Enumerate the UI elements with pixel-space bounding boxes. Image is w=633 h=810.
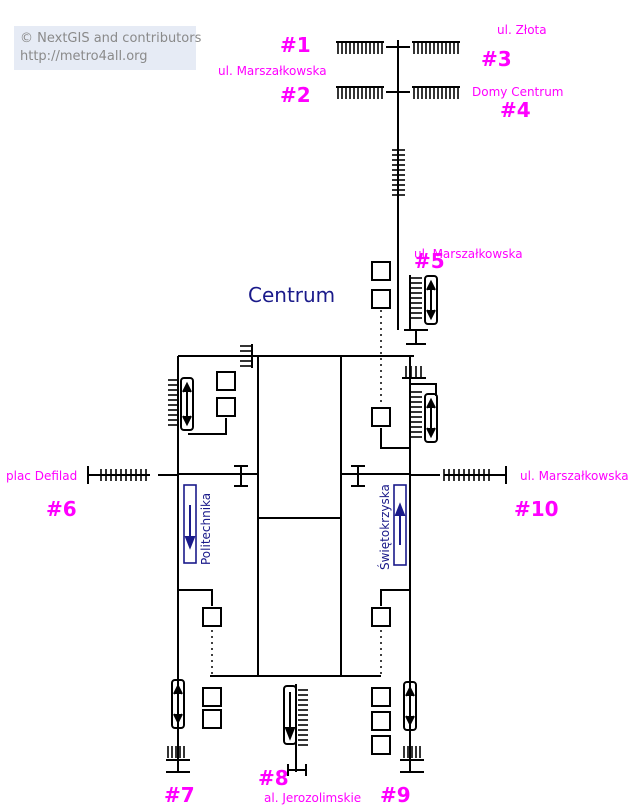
exit-6-number: #6 xyxy=(46,497,77,521)
stairs-icon-upper-left xyxy=(240,344,253,368)
escalator-icon-exit-5 xyxy=(424,275,438,325)
turnstile-icon-exit-5 xyxy=(404,329,428,345)
copyright-box: © NextGIS and contributors http://metro4… xyxy=(14,26,202,70)
escalator-icon-exit-7 xyxy=(171,679,185,729)
exit-4-number: #4 xyxy=(500,98,531,122)
exit-10-street: ul. Marszałkowska xyxy=(520,469,629,483)
stairs-icon-corridor xyxy=(392,149,405,196)
escalator-icon-exit-9 xyxy=(403,681,417,731)
elevator-icon-top-1 xyxy=(371,261,391,281)
platform-right-name: Świętokrzyska xyxy=(377,484,392,570)
platform-left-box xyxy=(183,484,197,564)
stairs-icon-exit-9 xyxy=(400,746,424,773)
exit-5-number: #5 xyxy=(414,249,445,273)
elevator-icon-lower-left-2 xyxy=(202,687,222,707)
exit-9-number: #9 xyxy=(380,783,411,807)
exit-7-number: #7 xyxy=(164,783,195,807)
exit-5-street: ul. Marszałkowska xyxy=(414,247,523,261)
stairs-icon-left-upper xyxy=(168,376,179,432)
turnstile-icon-left xyxy=(234,465,248,487)
exit-10-number: #10 xyxy=(514,497,559,521)
station-name: Centrum xyxy=(248,283,335,307)
stairs-icon-right-upper-small xyxy=(402,366,426,379)
elevator-icon-lower-left xyxy=(202,607,222,627)
stairs-icon-right-upper xyxy=(410,391,422,438)
elevator-icon-right-upper xyxy=(371,407,391,427)
exit-2-number: #2 xyxy=(280,83,311,107)
elevator-icon-lower-left-3 xyxy=(202,709,222,729)
elevator-icon-lower-right-4 xyxy=(371,735,391,755)
stairs-icon-exit-1 xyxy=(336,41,384,54)
escalator-icon-left-upper xyxy=(180,377,194,431)
elevator-icon-left-2 xyxy=(216,397,236,417)
exit-1-number: #1 xyxy=(280,33,311,57)
exit-6-passage xyxy=(87,466,178,484)
stairs-icon-exit-3 xyxy=(412,41,460,55)
exit-10-passage xyxy=(410,466,507,484)
escalator-icon-exit-8 xyxy=(283,685,297,745)
exit-8-number: #8 xyxy=(258,766,289,790)
exit-3-street: ul. Złota xyxy=(497,23,547,37)
exit-2-street: ul. Marszałkowska xyxy=(218,64,327,78)
exit-4-street: Domy Centrum xyxy=(472,85,564,99)
elevator-icon-left-1 xyxy=(216,371,236,391)
elevator-icon-lower-right-3 xyxy=(371,711,391,731)
platform-right-box xyxy=(393,484,407,566)
stairs-icon-exit-4 xyxy=(412,86,460,100)
elevator-icon-lower-right-2 xyxy=(371,687,391,707)
exit-8-street: al. Jerozolimskie xyxy=(264,791,361,805)
copyright-url: http://metro4all.org xyxy=(20,49,148,64)
turnstile-icon-right xyxy=(351,465,365,487)
escalator-icon-right-upper xyxy=(424,393,438,443)
platform-left-name: Politechnika xyxy=(199,493,213,565)
stairs-icon-exit-2 xyxy=(336,86,384,100)
elevator-icon-lower-right xyxy=(371,607,391,627)
exit-3-number: #3 xyxy=(481,47,512,71)
stairs-icon-exit-5 xyxy=(409,275,422,330)
stairs-icon-exit-8 xyxy=(287,684,308,776)
exit-6-street: plac Defilad xyxy=(6,469,77,483)
elevator-icon-top-2 xyxy=(371,289,391,309)
stairs-icon-exit-7 xyxy=(166,746,190,773)
copyright-text: © NextGIS and contributors xyxy=(20,31,202,46)
